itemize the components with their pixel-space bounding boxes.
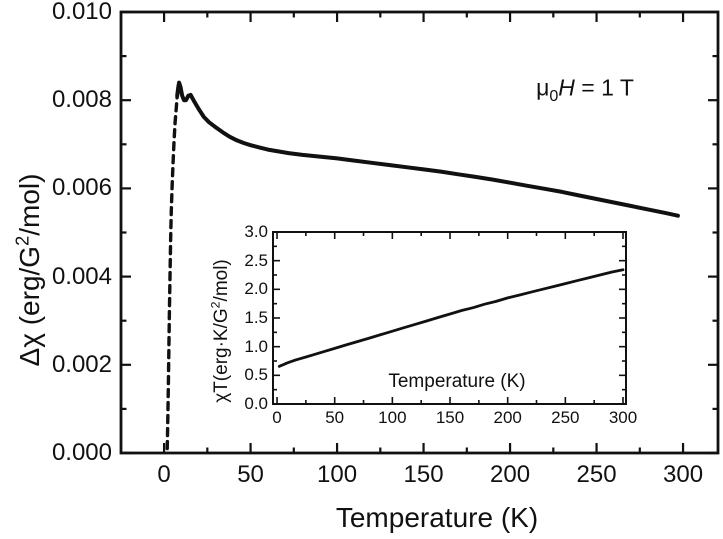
main-y-tick-label: 0.006 xyxy=(51,174,112,202)
inset-y-tick-label: 3.0 xyxy=(244,222,268,241)
main-y-axis-title: Δχ (erg/G2/mol) xyxy=(12,173,46,367)
main-y-axis-title-post: /mol) xyxy=(14,173,45,236)
inset-y-tick-label: 0.0 xyxy=(244,394,268,413)
main-y-axis-title-sup: 2 xyxy=(12,235,33,246)
inset-y-axis-title: χT(erg·K/G2/mol) xyxy=(208,259,233,403)
inset-y-axis-title-text: χT(erg·K/G xyxy=(211,308,232,403)
main-x-tick-label: 250 xyxy=(576,461,617,488)
inset-frame xyxy=(272,231,627,405)
main-y-tick-label: 0.002 xyxy=(51,350,112,378)
annotation-mu: μ xyxy=(536,74,550,101)
main-x-tick-label: 150 xyxy=(403,461,444,488)
main-curve-rise xyxy=(165,85,180,451)
inset-x-tick-label: 300 xyxy=(608,408,638,427)
inset-x-tick-label: 50 xyxy=(325,408,345,427)
main-y-tick-label: 0.010 xyxy=(51,0,112,25)
inset-y-tick-label: 0.5 xyxy=(244,365,268,385)
inset-curve xyxy=(277,268,625,368)
inset-plot xyxy=(272,231,627,405)
inset-y-axis-title-sup: 2 xyxy=(208,301,223,309)
main-y-tick-label: 0.000 xyxy=(51,439,112,466)
inset-y-tick-label: 2.5 xyxy=(244,250,268,270)
main-y-tick-label: 0.004 xyxy=(51,262,112,290)
main-x-tick-label: 50 xyxy=(237,461,264,488)
inset-x-tick-label: 200 xyxy=(493,408,522,427)
inset-x-tick-label: 150 xyxy=(435,408,465,427)
inset-x-tick-label: 100 xyxy=(378,408,407,427)
main-y-tick-label: 0.008 xyxy=(51,86,112,114)
inset-y-axis-title-post: /mol) xyxy=(211,259,232,302)
main-x-tick-label: 300 xyxy=(663,461,704,488)
inset-y-tick-label: 1.5 xyxy=(244,308,268,327)
annotation-value: = 1 T xyxy=(574,74,634,101)
inset-x-tick-label: 250 xyxy=(551,408,580,427)
main-y-axis-title-text: Δχ (erg/G xyxy=(14,245,45,367)
main-curve xyxy=(175,80,680,218)
inset-x-tick-label: 0 xyxy=(272,408,282,427)
main-x-tick-label: 200 xyxy=(490,461,531,488)
annotation-h: H xyxy=(558,74,575,101)
main-frame xyxy=(119,10,720,455)
field-annotation: μ0H = 1 T xyxy=(536,74,634,106)
main-x-tick-label: 100 xyxy=(317,461,358,488)
annotation-sub: 0 xyxy=(549,87,559,106)
main-plot xyxy=(119,10,720,455)
main-x-tick-label: 0 xyxy=(157,461,171,488)
inset-y-tick-label: 2.0 xyxy=(244,279,268,299)
inset-x-axis-title: Temperature (K) xyxy=(388,371,526,392)
main-x-axis-title: Temperature (K) xyxy=(335,502,539,533)
inset-y-tick-label: 1.0 xyxy=(244,336,268,356)
